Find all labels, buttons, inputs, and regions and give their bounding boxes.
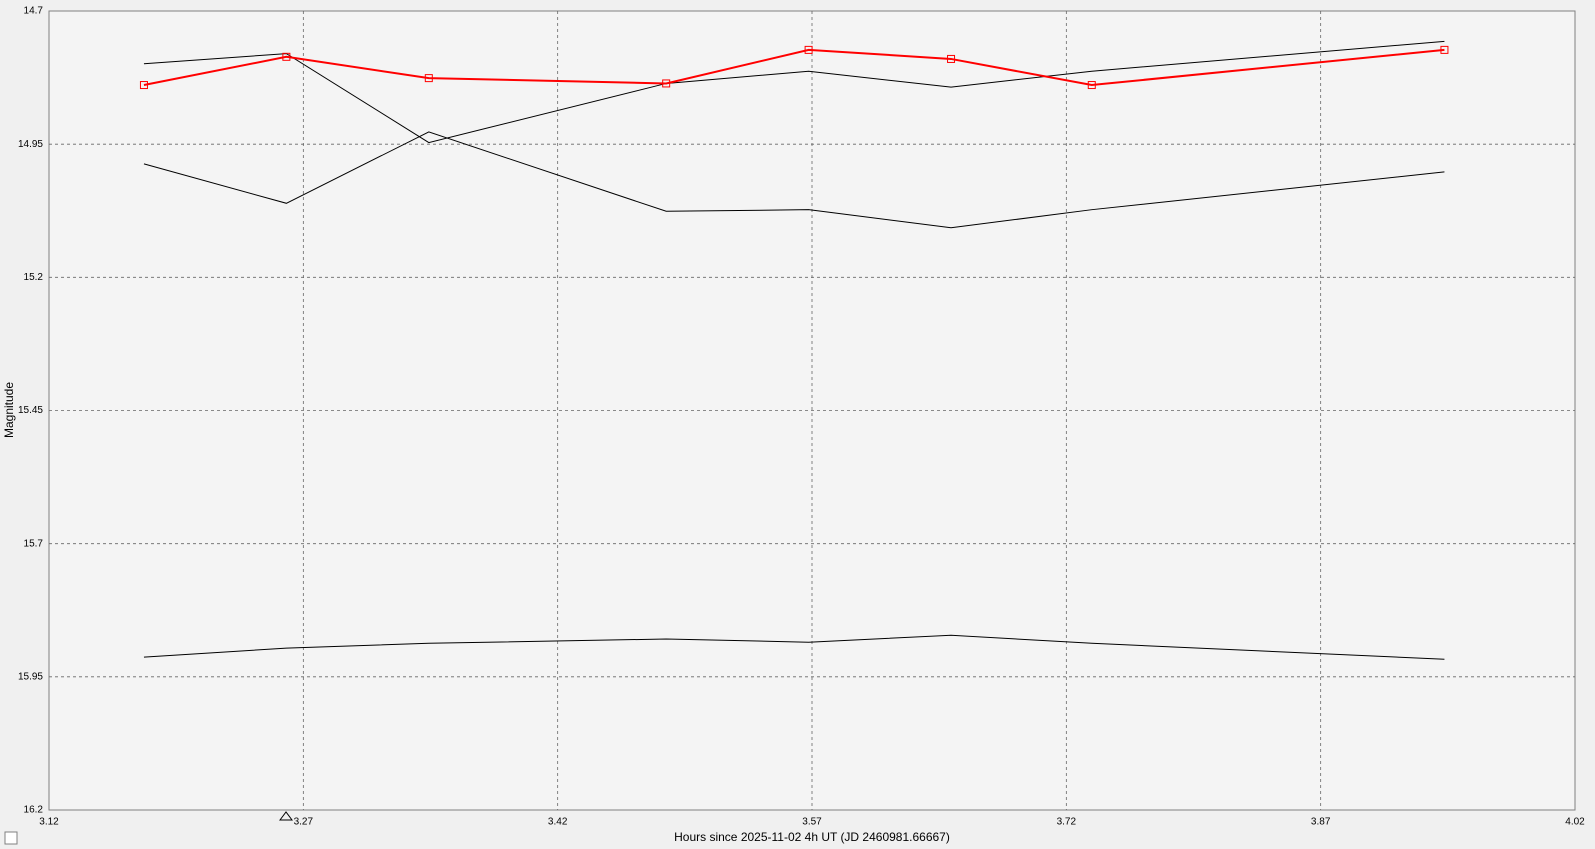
data-point [1087, 81, 1096, 90]
y-tick-label: 15.45 [18, 405, 43, 416]
x-tick-label: 3.42 [548, 817, 568, 828]
x-tick-label: 3.12 [39, 817, 59, 828]
x-tick-label: 3.27 [294, 817, 314, 828]
x-tick-label: 4.02 [1565, 817, 1585, 828]
data-point [804, 45, 813, 54]
x-tick-label: 3.57 [802, 817, 822, 828]
y-tick-label: 14.7 [24, 6, 44, 17]
data-point [139, 81, 148, 90]
x-axis-title: Hours since 2025-11-02 4h UT (JD 2460981… [674, 830, 950, 844]
data-point [1440, 45, 1449, 54]
corner-box [4, 831, 18, 845]
y-tick-label: 15.7 [24, 538, 44, 549]
y-tick-label: 15.2 [24, 272, 44, 283]
y-tick-label: 15.95 [18, 671, 43, 682]
series-line [143, 131, 1445, 229]
y-tick-label: 14.95 [18, 139, 43, 150]
series-line [143, 634, 1445, 660]
x-tick-label: 3.87 [1311, 817, 1331, 828]
data-point [947, 54, 956, 63]
data-point [662, 79, 671, 88]
series-line [143, 48, 1445, 87]
marker-triangle [279, 811, 293, 821]
series-line [143, 40, 1445, 144]
y-tick-label: 16.2 [24, 805, 44, 816]
data-point [424, 74, 433, 83]
x-tick-label: 3.72 [1057, 817, 1077, 828]
data-point [282, 52, 291, 61]
y-axis-title: Magnitude [2, 382, 16, 438]
